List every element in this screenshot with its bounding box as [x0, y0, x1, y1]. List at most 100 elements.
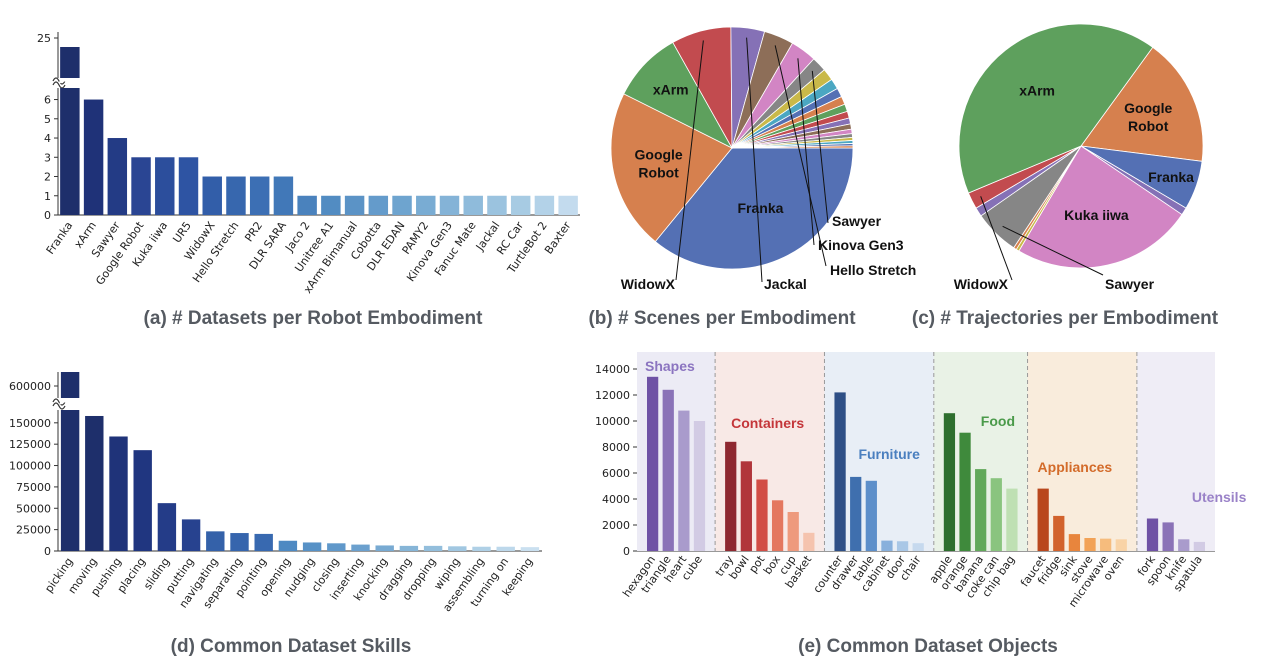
bar [463, 195, 483, 215]
pie-slice [731, 145, 854, 149]
pie-label: Robot [1128, 118, 1169, 134]
bar [803, 532, 815, 551]
pie-label: xArm [1019, 82, 1055, 98]
bar [646, 376, 659, 551]
bar [399, 545, 419, 551]
bar [678, 410, 690, 551]
bar [943, 413, 956, 551]
bar [157, 503, 177, 551]
x-tick-label: PR2 [242, 219, 265, 244]
bar [344, 195, 365, 215]
bar [226, 176, 246, 215]
y-tick-label: 75000 [16, 481, 51, 494]
pie-leader-line [774, 45, 827, 267]
axis-break-mark [52, 398, 66, 406]
bar [155, 157, 175, 215]
bar [756, 479, 768, 551]
y-tick-label-break: 600000 [9, 380, 51, 393]
bar [416, 195, 436, 215]
y-tick-label: 4 [44, 132, 51, 145]
pie-slice [1018, 145, 1183, 269]
x-tick-label: Franka [44, 219, 76, 257]
y-tick-label: 0 [44, 545, 51, 558]
bar [975, 469, 987, 551]
bar [510, 195, 531, 215]
pie-slice [1080, 46, 1204, 162]
y-tick-label: 5 [44, 113, 51, 126]
panel-d-dataset-skills: 0 25000 50000 75000 100000 125000 150000 600000… [9, 372, 542, 614]
bar [249, 176, 270, 215]
bar [558, 195, 578, 215]
pie-leader-line [797, 58, 815, 246]
group-label: Food [981, 413, 1015, 429]
bar [202, 176, 222, 215]
bar [109, 436, 128, 551]
caption-a: (a) # Datasets per Robot Embodiment [144, 308, 484, 329]
pie-leader-line [746, 37, 763, 283]
bar [321, 195, 341, 215]
bar [273, 176, 294, 215]
bar [206, 531, 225, 551]
pie-label: Sawyer [1105, 276, 1155, 292]
y-tick-label: 3 [44, 151, 51, 164]
bar [278, 540, 298, 551]
y-tick-label: 125000 [9, 438, 51, 451]
pie-label: Kinova Gen3 [818, 237, 904, 253]
y-tick-label: 2000 [602, 519, 630, 532]
bar [1037, 488, 1049, 551]
y-tick-label: 0 [44, 209, 51, 222]
y-tick-label: 2 [44, 171, 51, 184]
bar [1146, 518, 1159, 551]
bar [496, 546, 515, 551]
bar [392, 195, 412, 215]
group-label: Containers [731, 415, 804, 431]
bar [423, 545, 443, 551]
pie-label: Jackal [764, 276, 807, 292]
bar [472, 546, 491, 551]
y-tick-label: 100000 [9, 460, 51, 473]
y-tick-label: 50000 [16, 502, 51, 515]
bar [912, 543, 924, 551]
bar [83, 99, 104, 215]
pie-label: Sawyer [832, 213, 882, 229]
panel-c-trajectories-pie: Google Robot Franka Kuka iiwa xArm Sawyer Wido… [954, 23, 1204, 292]
caption-d: (d) Common Dataset Skills [171, 636, 412, 657]
pie-label: Google [635, 147, 683, 163]
pie-label: Robot [638, 165, 679, 181]
bar [60, 410, 80, 551]
bar [896, 541, 909, 551]
bar [959, 432, 971, 551]
y-tick-label: 6 [44, 94, 51, 107]
pie-leader-line [1002, 225, 1104, 276]
bar-break-mark [59, 400, 81, 408]
pie-label: Google [1124, 100, 1172, 116]
bar [1193, 541, 1206, 551]
y-tick-label: 12000 [595, 389, 630, 402]
bar [662, 389, 674, 551]
bar [740, 461, 752, 551]
bar [254, 533, 273, 551]
pie-label: WidowX [954, 276, 1009, 292]
bar [771, 500, 784, 551]
bar [1068, 534, 1081, 551]
bar [181, 519, 201, 551]
bar [131, 157, 151, 215]
bar [375, 545, 394, 551]
pie-label: Franka [738, 200, 784, 216]
bar [850, 476, 862, 551]
bar [133, 450, 152, 551]
bar [302, 542, 322, 551]
bar [297, 195, 317, 215]
bar [865, 480, 877, 551]
bar [693, 421, 706, 551]
y-tick-label: 0 [623, 545, 630, 558]
pie-label: Franka [1148, 169, 1194, 185]
bar [1162, 522, 1174, 551]
pie-slice [654, 147, 854, 270]
y-tick-label-break: 25 [37, 32, 51, 45]
y-tick-label: 1 [44, 190, 51, 203]
y-tick-label: 4000 [602, 493, 630, 506]
bar [439, 195, 460, 215]
bar [368, 195, 389, 215]
